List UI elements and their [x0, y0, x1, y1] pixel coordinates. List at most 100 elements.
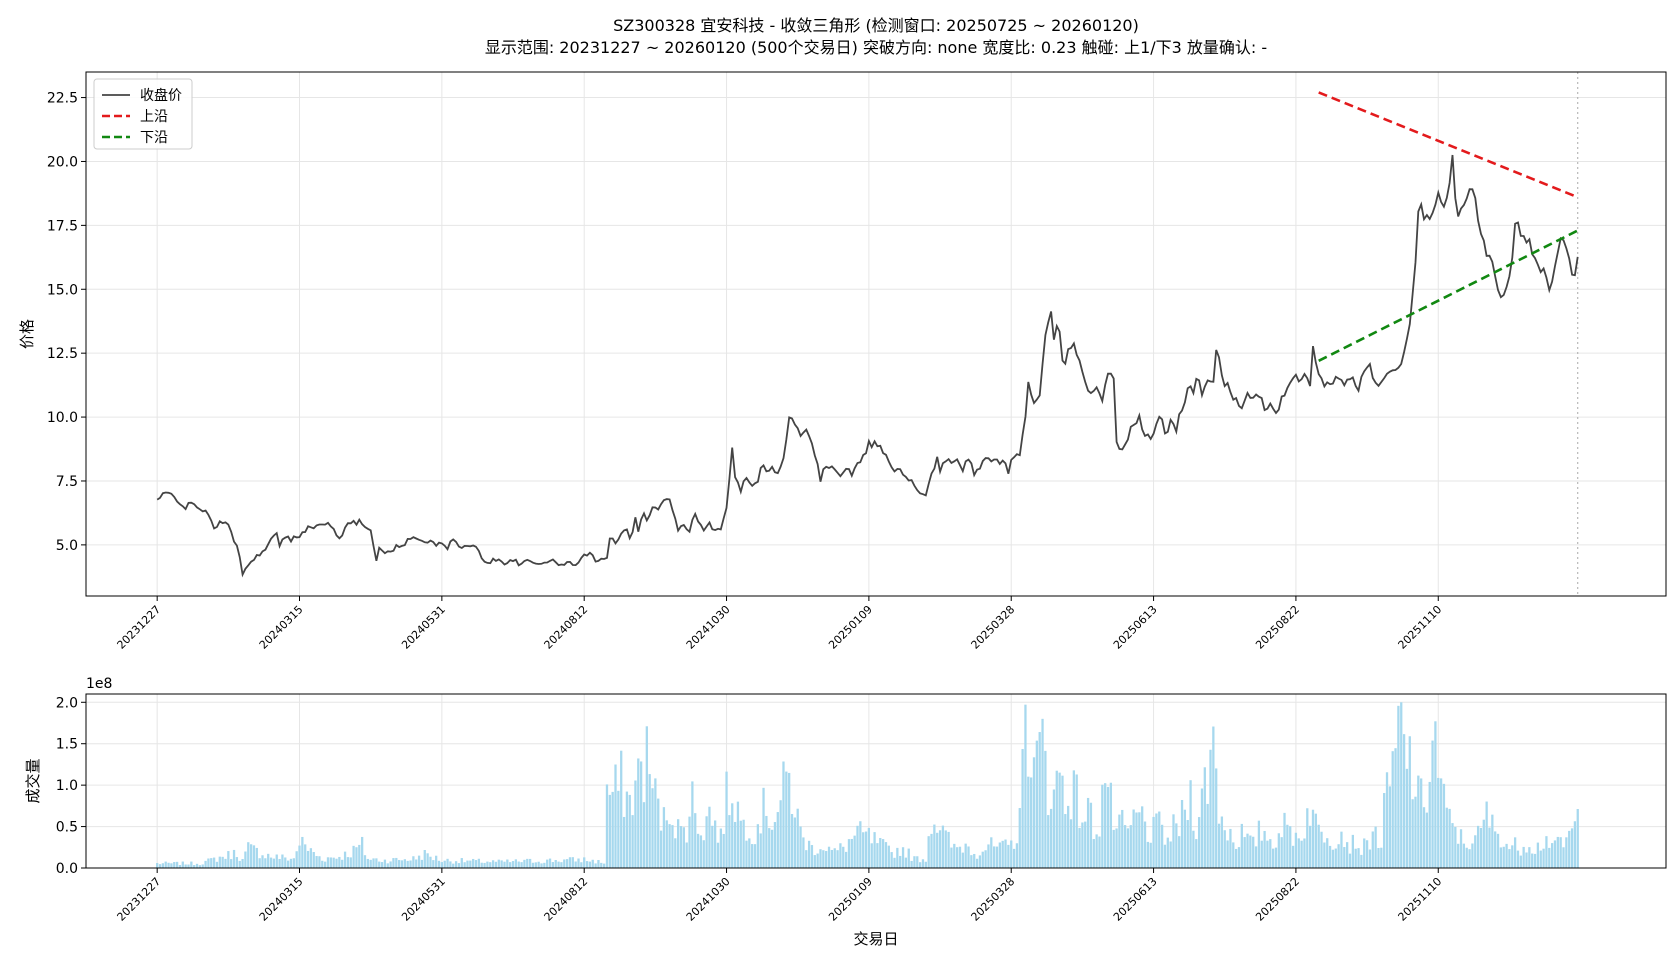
legend-label: 收盘价: [140, 87, 182, 104]
volume-bar: [913, 856, 916, 868]
volume-bar: [611, 791, 614, 868]
volume-bar: [1476, 825, 1480, 868]
volume-bar: [1360, 854, 1363, 868]
price-y-tick-label: 7.5: [56, 474, 78, 490]
volume-bar: [699, 835, 703, 868]
volume-bar: [1431, 740, 1434, 868]
volume-bar: [249, 844, 253, 868]
volume-bar: [335, 858, 338, 868]
volume-bar: [1123, 825, 1127, 868]
volume-bar: [398, 860, 401, 868]
volume-bar: [543, 862, 546, 868]
volume-bar: [526, 858, 529, 868]
volume-bar: [622, 816, 626, 868]
volume-bar: [1109, 782, 1113, 868]
volume-bar: [1300, 840, 1303, 868]
volume-bar: [312, 852, 315, 868]
volume-bar: [745, 840, 748, 868]
volume-bar: [1112, 829, 1115, 868]
volume-bar: [645, 726, 648, 868]
volume-bar: [1126, 828, 1130, 868]
volume-bar: [1067, 805, 1070, 868]
volume-bar: [452, 863, 455, 868]
volume-bar: [400, 860, 404, 868]
volume-bar: [856, 825, 859, 868]
volume-bar: [893, 857, 896, 868]
volume-bar: [813, 855, 816, 868]
price-x-tick-label: 20240315: [257, 603, 306, 652]
volume-bar: [324, 861, 327, 868]
volume-bar: [583, 857, 586, 868]
volume-bar: [1400, 702, 1403, 868]
volume-bar: [329, 857, 332, 868]
volume-bar: [967, 846, 970, 868]
volume-bar: [839, 843, 842, 868]
volume-bar: [1374, 826, 1377, 868]
volume-bar: [933, 824, 936, 868]
volume-bar: [867, 827, 871, 868]
volume-bar: [289, 858, 293, 868]
volume-bar: [1488, 827, 1491, 868]
volume-bar: [594, 863, 597, 868]
volume-bar: [736, 801, 740, 868]
volume-bar: [304, 844, 307, 868]
volume-bar: [187, 864, 190, 868]
volume-bar: [389, 861, 392, 868]
volume-bar: [1556, 836, 1559, 868]
volume-x-tick-label: 20240315: [257, 875, 306, 924]
volume-bar: [1414, 796, 1417, 868]
volume-x-tick-label: 20250328: [969, 875, 1018, 924]
volume-bar: [235, 857, 239, 868]
volume-bar: [805, 850, 808, 868]
volume-y-tick-label: 1.5: [56, 737, 78, 753]
volume-bar: [306, 850, 310, 868]
volume-bar: [548, 858, 552, 868]
volume-bar: [1448, 808, 1451, 868]
volume-bar: [380, 862, 384, 868]
volume-bar: [708, 806, 711, 868]
volume-bar: [1075, 774, 1078, 868]
volume-bar: [156, 863, 159, 868]
volume-bar: [1027, 776, 1030, 868]
volume-bar: [1562, 847, 1565, 868]
volume-bar: [896, 847, 899, 868]
volume-bar: [1121, 809, 1124, 868]
volume-bar: [1471, 843, 1474, 868]
volume-bar: [793, 817, 797, 868]
volume-bar: [995, 846, 999, 868]
chart-title: SZ300328 宜安科技 - 收敛三角形 (检测窗口: 20250725 ~ …: [613, 16, 1139, 35]
volume-bar: [1539, 850, 1542, 868]
volume-bar: [395, 857, 398, 868]
volume-bar: [907, 848, 910, 868]
volume-bar: [733, 821, 737, 868]
volume-bar: [1272, 848, 1275, 868]
volume-bar: [1348, 853, 1352, 868]
volume-bar: [830, 849, 834, 868]
volume-bar: [742, 819, 745, 868]
volume-bar: [560, 862, 563, 868]
volume-bar: [1343, 847, 1346, 868]
volume-bar: [1354, 848, 1357, 868]
volume-bar: [1383, 793, 1386, 868]
volume-bar: [608, 794, 611, 868]
volume-bar: [887, 845, 890, 868]
volume-bars: [156, 702, 1579, 868]
volume-bar: [1340, 831, 1343, 868]
volume-bar: [1072, 770, 1075, 868]
volume-bar: [1357, 848, 1360, 868]
volume-bar: [1237, 847, 1241, 868]
volume-bar: [1508, 849, 1511, 868]
volume-bar: [278, 858, 281, 868]
volume-bar: [668, 824, 671, 868]
volume-bar: [1502, 846, 1505, 868]
volume-y-tick-label: 1.0: [56, 778, 78, 794]
volume-bar: [1363, 838, 1366, 868]
volume-bar: [1277, 833, 1280, 868]
volume-bar: [1462, 843, 1466, 868]
volume-bar: [224, 858, 227, 868]
volume-bar: [1007, 844, 1010, 868]
volume-bar: [1195, 839, 1198, 868]
volume-bar: [719, 828, 722, 868]
volume-bar: [876, 843, 879, 868]
